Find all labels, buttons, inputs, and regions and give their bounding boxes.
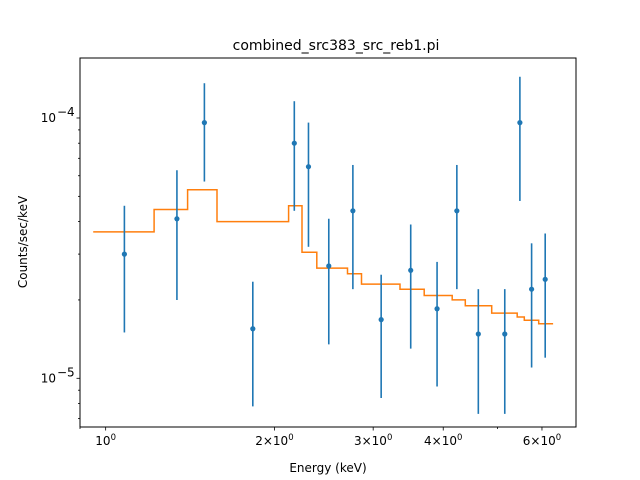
data-point-16 (529, 286, 535, 292)
y-tick-exponent-1: −5 (57, 365, 75, 379)
y-tick-label-1: 10 (41, 371, 56, 385)
data-point-14 (502, 331, 508, 337)
data-point-15 (517, 120, 523, 126)
x-axis-label: Energy (keV) (289, 461, 366, 475)
data-point-3 (201, 120, 207, 126)
plot-content (93, 76, 554, 414)
data-point-9 (378, 317, 384, 323)
data-point-2 (174, 216, 180, 222)
data-point-4 (250, 326, 256, 332)
data-point-6 (305, 164, 312, 170)
x-tick-label-1: 100 (95, 433, 116, 448)
data-point-8 (350, 208, 356, 214)
x-tick-label-5: 6×100 (523, 433, 561, 448)
x-tick-label-4: 4×100 (424, 433, 462, 448)
y-axis-label: Counts/sec/keV (16, 195, 30, 288)
y-tick-label-2: 10 (41, 111, 56, 125)
data-point-17 (542, 276, 548, 282)
data-point-7 (326, 263, 332, 269)
data-point-5 (291, 140, 297, 146)
data-point-12 (454, 208, 460, 214)
plot-frame (79, 57, 577, 428)
data-point-11 (434, 306, 440, 312)
x-tick-label-3: 3×100 (354, 433, 392, 448)
data-point-10 (408, 267, 414, 273)
y-tick-exponent-2: −4 (57, 105, 75, 119)
data-point-1 (121, 251, 127, 257)
x-tick-label-2: 2×100 (255, 433, 293, 448)
chart-title: combined_src383_src_reb1.pi (233, 38, 440, 54)
data-point-13 (475, 331, 481, 337)
